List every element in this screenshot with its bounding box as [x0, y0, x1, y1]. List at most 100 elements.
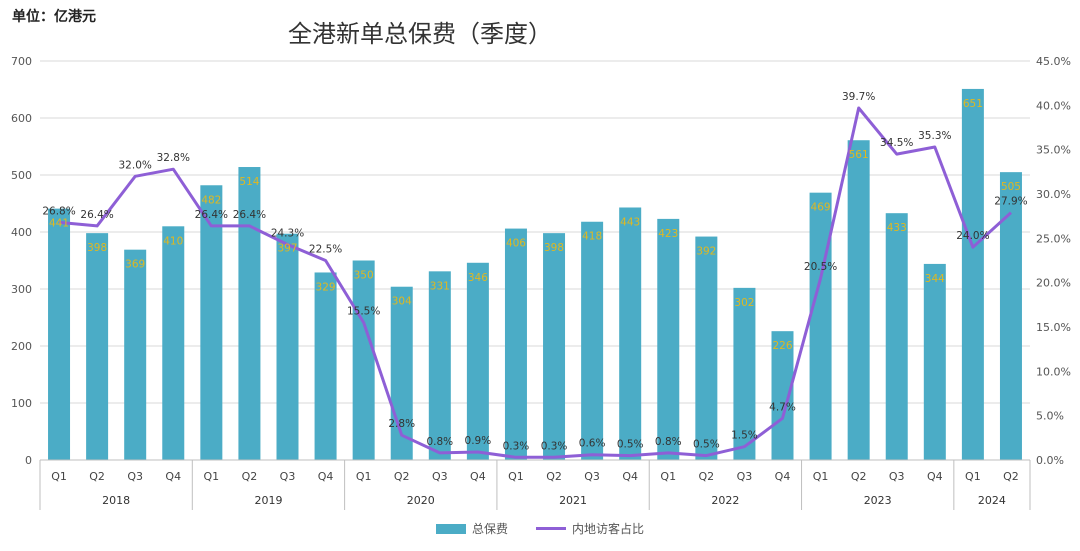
- x-group-label: 2023: [864, 494, 892, 507]
- bar-data-label: 482: [201, 194, 221, 206]
- bar-data-label: 441: [49, 218, 69, 230]
- bar: [809, 192, 832, 461]
- bar: [238, 167, 261, 460]
- line-series: [58, 106, 1013, 459]
- x-category-label: Q4: [318, 470, 334, 483]
- bar-data-label: 331: [430, 280, 450, 292]
- bar: [200, 185, 223, 460]
- bar-data-label: 514: [239, 176, 259, 188]
- bar-data-label: 346: [468, 272, 488, 284]
- bar: [923, 263, 946, 460]
- line-data-label: 26.4%: [80, 209, 113, 221]
- bar: [771, 331, 794, 460]
- bar: [847, 140, 870, 461]
- bar: [314, 272, 337, 460]
- line-data-label: 20.5%: [804, 261, 837, 273]
- bar: [86, 233, 109, 460]
- bar: [695, 236, 718, 460]
- y-left-tick-label: 100: [11, 397, 32, 410]
- bar-data-label: 329: [316, 281, 336, 293]
- x-category-label: Q4: [927, 470, 943, 483]
- y-right-tick-label: 0.0%: [1036, 454, 1064, 467]
- x-category-label: Q1: [356, 470, 372, 483]
- x-category-label: Q2: [1003, 470, 1019, 483]
- y-left-tick-label: 700: [11, 55, 32, 68]
- x-category-label: Q3: [432, 470, 448, 483]
- bar: [162, 226, 185, 460]
- x-category-label: Q4: [470, 470, 486, 483]
- line-data-label: 0.8%: [426, 436, 453, 448]
- x-category-label: Q1: [204, 470, 220, 483]
- bar-data-label: 397: [277, 243, 297, 255]
- legend-label-line: 内地访客占比: [572, 522, 645, 536]
- legend-label-bar: 总保费: [471, 522, 508, 536]
- legend: 总保费 内地访客占比: [0, 520, 1080, 537]
- bar: [999, 172, 1022, 460]
- x-group-label: 2024: [978, 494, 1006, 507]
- bar-data-label: 350: [354, 270, 374, 282]
- x-group-label: 2021: [559, 494, 587, 507]
- legend-swatch-bar: [435, 523, 466, 534]
- bar-data-label: 392: [696, 246, 716, 258]
- line-data-label: 34.5%: [880, 137, 913, 149]
- bar-data-label: 423: [658, 228, 678, 240]
- y-right-tick-label: 35.0%: [1036, 144, 1071, 157]
- line-data-label: 0.3%: [541, 440, 568, 452]
- y-right-tick-label: 10.0%: [1036, 365, 1071, 378]
- bar-data-label: 469: [811, 202, 831, 214]
- x-group-label: 2018: [102, 494, 130, 507]
- y-left-tick-label: 400: [11, 226, 32, 239]
- unit-label: 单位：亿港元: [12, 9, 96, 25]
- data-labels: 441 398 369 410 482 514 397 329 350 304 331 346 406 3…: [42, 91, 1027, 452]
- x-category-label: Q3: [889, 470, 905, 483]
- x-category-label: Q1: [660, 470, 676, 483]
- bar: [504, 228, 527, 460]
- bar-data-label: 418: [582, 231, 602, 243]
- line-data-label: 2.8%: [388, 418, 415, 430]
- x-category-label: Q3: [584, 470, 600, 483]
- bar: [124, 249, 147, 460]
- x-category-label: Q2: [242, 470, 258, 483]
- bar: [466, 262, 489, 460]
- x-category-label: Q1: [813, 470, 829, 483]
- y-right-tick-label: 20.0%: [1036, 277, 1071, 290]
- bar-data-label: 302: [734, 297, 754, 309]
- bar-data-label: 433: [887, 222, 907, 234]
- x-category-label: Q1: [51, 470, 67, 483]
- line-data-label: 39.7%: [842, 91, 875, 103]
- bar: [48, 208, 71, 460]
- bar: [581, 221, 604, 460]
- y-right-tick-label: 15.0%: [1036, 321, 1071, 334]
- x-category-label: Q4: [622, 470, 638, 483]
- y-left-tick-label: 300: [11, 283, 32, 296]
- line-data-label: 1.5%: [731, 430, 758, 442]
- x-group-label: 2022: [711, 494, 739, 507]
- x-category-label: Q2: [699, 470, 715, 483]
- x-category-label: Q3: [737, 470, 753, 483]
- line-data-label: 0.5%: [693, 439, 720, 451]
- x-category-label: Q2: [546, 470, 562, 483]
- bar: [619, 207, 642, 460]
- line-data-label: 26.4%: [233, 209, 266, 221]
- line-data-label: 26.4%: [195, 209, 228, 221]
- line-data-label: 4.7%: [769, 401, 796, 413]
- x-category-label: Q3: [127, 470, 143, 483]
- line-data-label: 24.3%: [271, 228, 304, 240]
- line-data-label: 35.3%: [918, 130, 951, 142]
- chart-title: 全港新单总保费（季度）: [288, 20, 552, 48]
- line-data-label: 0.8%: [655, 436, 682, 448]
- line-data-label: 22.5%: [309, 244, 342, 256]
- gridlines: [40, 60, 1030, 404]
- x-group-label: 2019: [254, 494, 282, 507]
- y-left-tick-label: 0: [25, 454, 32, 467]
- bar: [885, 213, 908, 460]
- axes: 0 100 200 300 400 500 600 700 0.0% 5.0% 10.0% 15.0%…: [11, 55, 1071, 510]
- x-category-label: Q2: [394, 470, 410, 483]
- bar-data-label: 369: [125, 259, 145, 271]
- bar-data-label: 443: [620, 216, 640, 228]
- line-path: [58, 106, 1013, 459]
- y-left-tick-label: 200: [11, 340, 32, 353]
- legend-item-line: 内地访客占比: [536, 520, 644, 537]
- bar-data-label: 410: [163, 235, 183, 247]
